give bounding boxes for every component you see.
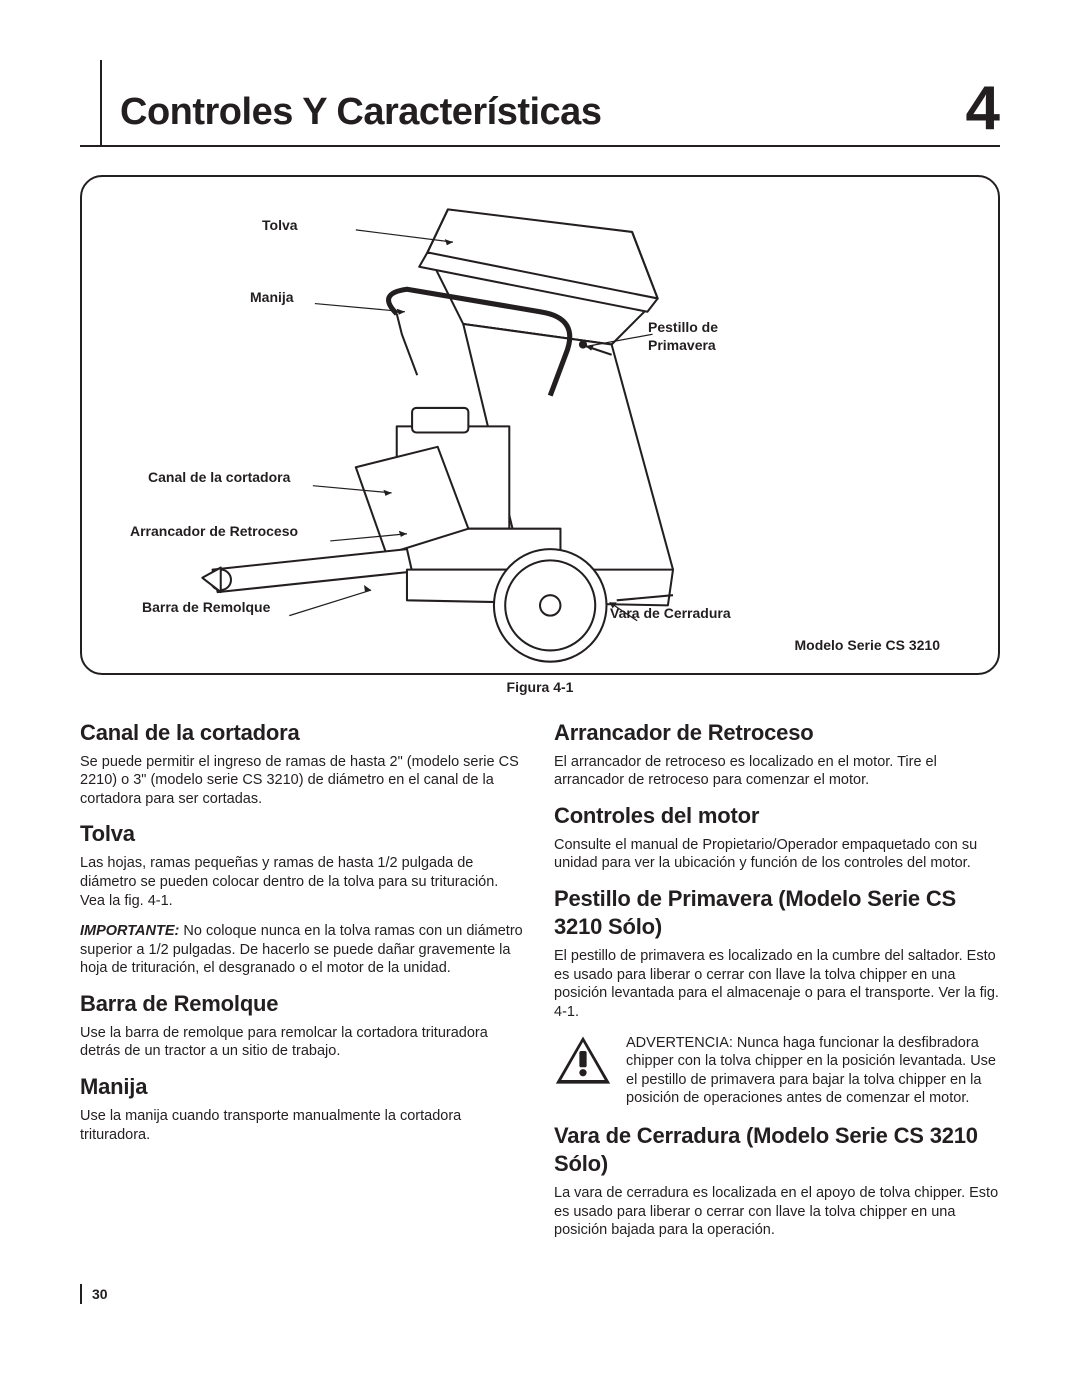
warning-icon	[554, 1034, 612, 1108]
section-heading: Tolva	[80, 820, 526, 848]
callout-tolva: Tolva	[262, 217, 298, 235]
section-heading: Pestillo de Primavera (Modelo Serie CS 3…	[554, 885, 1000, 941]
figure-box: Tolva Manija Pestillo de Primavera Canal…	[80, 175, 1000, 675]
chapter-title: Controles Y Características	[120, 60, 966, 145]
body-paragraph: Consulte el manual de Propietario/Operad…	[554, 836, 1000, 873]
body-paragraph: Se puede permitir el ingreso de ramas de…	[80, 753, 526, 809]
body-paragraph: Use la barra de remolque para remolcar l…	[80, 1024, 526, 1061]
section-heading: Canal de la cortadora	[80, 719, 526, 747]
body-paragraph: IMPORTANTE: No coloque nunca en la tolva…	[80, 922, 526, 978]
model-label: Modelo Serie CS 3210	[794, 637, 940, 655]
body-paragraph: Use la manija cuando transporte manualme…	[80, 1107, 526, 1144]
section-heading: Arrancador de Retroceso	[554, 719, 1000, 747]
callout-barra: Barra de Remolque	[142, 599, 270, 617]
section-heading: Manija	[80, 1073, 526, 1101]
body-paragraph: El arrancador de retroceso es localizado…	[554, 753, 1000, 790]
warning-text: ADVERTENCIA: Nunca haga funcionar la des…	[626, 1034, 1000, 1108]
section-heading: Controles del motor	[554, 802, 1000, 830]
warning-block: ADVERTENCIA: Nunca haga funcionar la des…	[554, 1034, 1000, 1108]
figure-caption: Figura 4-1	[80, 679, 1000, 697]
section-heading: Vara de Cerradura (Modelo Serie CS 3210 …	[554, 1122, 1000, 1178]
body-paragraph: La vara de cerradura es localizada en el…	[554, 1184, 1000, 1240]
right-column: Arrancador de Retroceso El arrancador de …	[554, 707, 1000, 1252]
chapter-header: Controles Y Características 4	[80, 60, 1000, 147]
callout-canal: Canal de la cortadora	[148, 469, 290, 487]
body-paragraph: El pestillo de primavera es localizado e…	[554, 947, 1000, 1021]
body-columns: Canal de la cortadora Se puede permitir e…	[80, 707, 1000, 1252]
callout-vara: Vara de Cerradura	[610, 605, 731, 623]
callout-manija: Manija	[250, 289, 294, 307]
body-paragraph: Las hojas, ramas pequeñas y ramas de has…	[80, 854, 526, 910]
header-rule	[100, 60, 102, 145]
callout-arrancador: Arrancador de Retroceso	[130, 523, 298, 541]
left-column: Canal de la cortadora Se puede permitir e…	[80, 707, 526, 1252]
chapter-number: 4	[966, 60, 1000, 145]
callout-pestillo: Pestillo de Primavera	[648, 319, 718, 355]
section-heading: Barra de Remolque	[80, 990, 526, 1018]
page-number: 30	[80, 1284, 1000, 1304]
